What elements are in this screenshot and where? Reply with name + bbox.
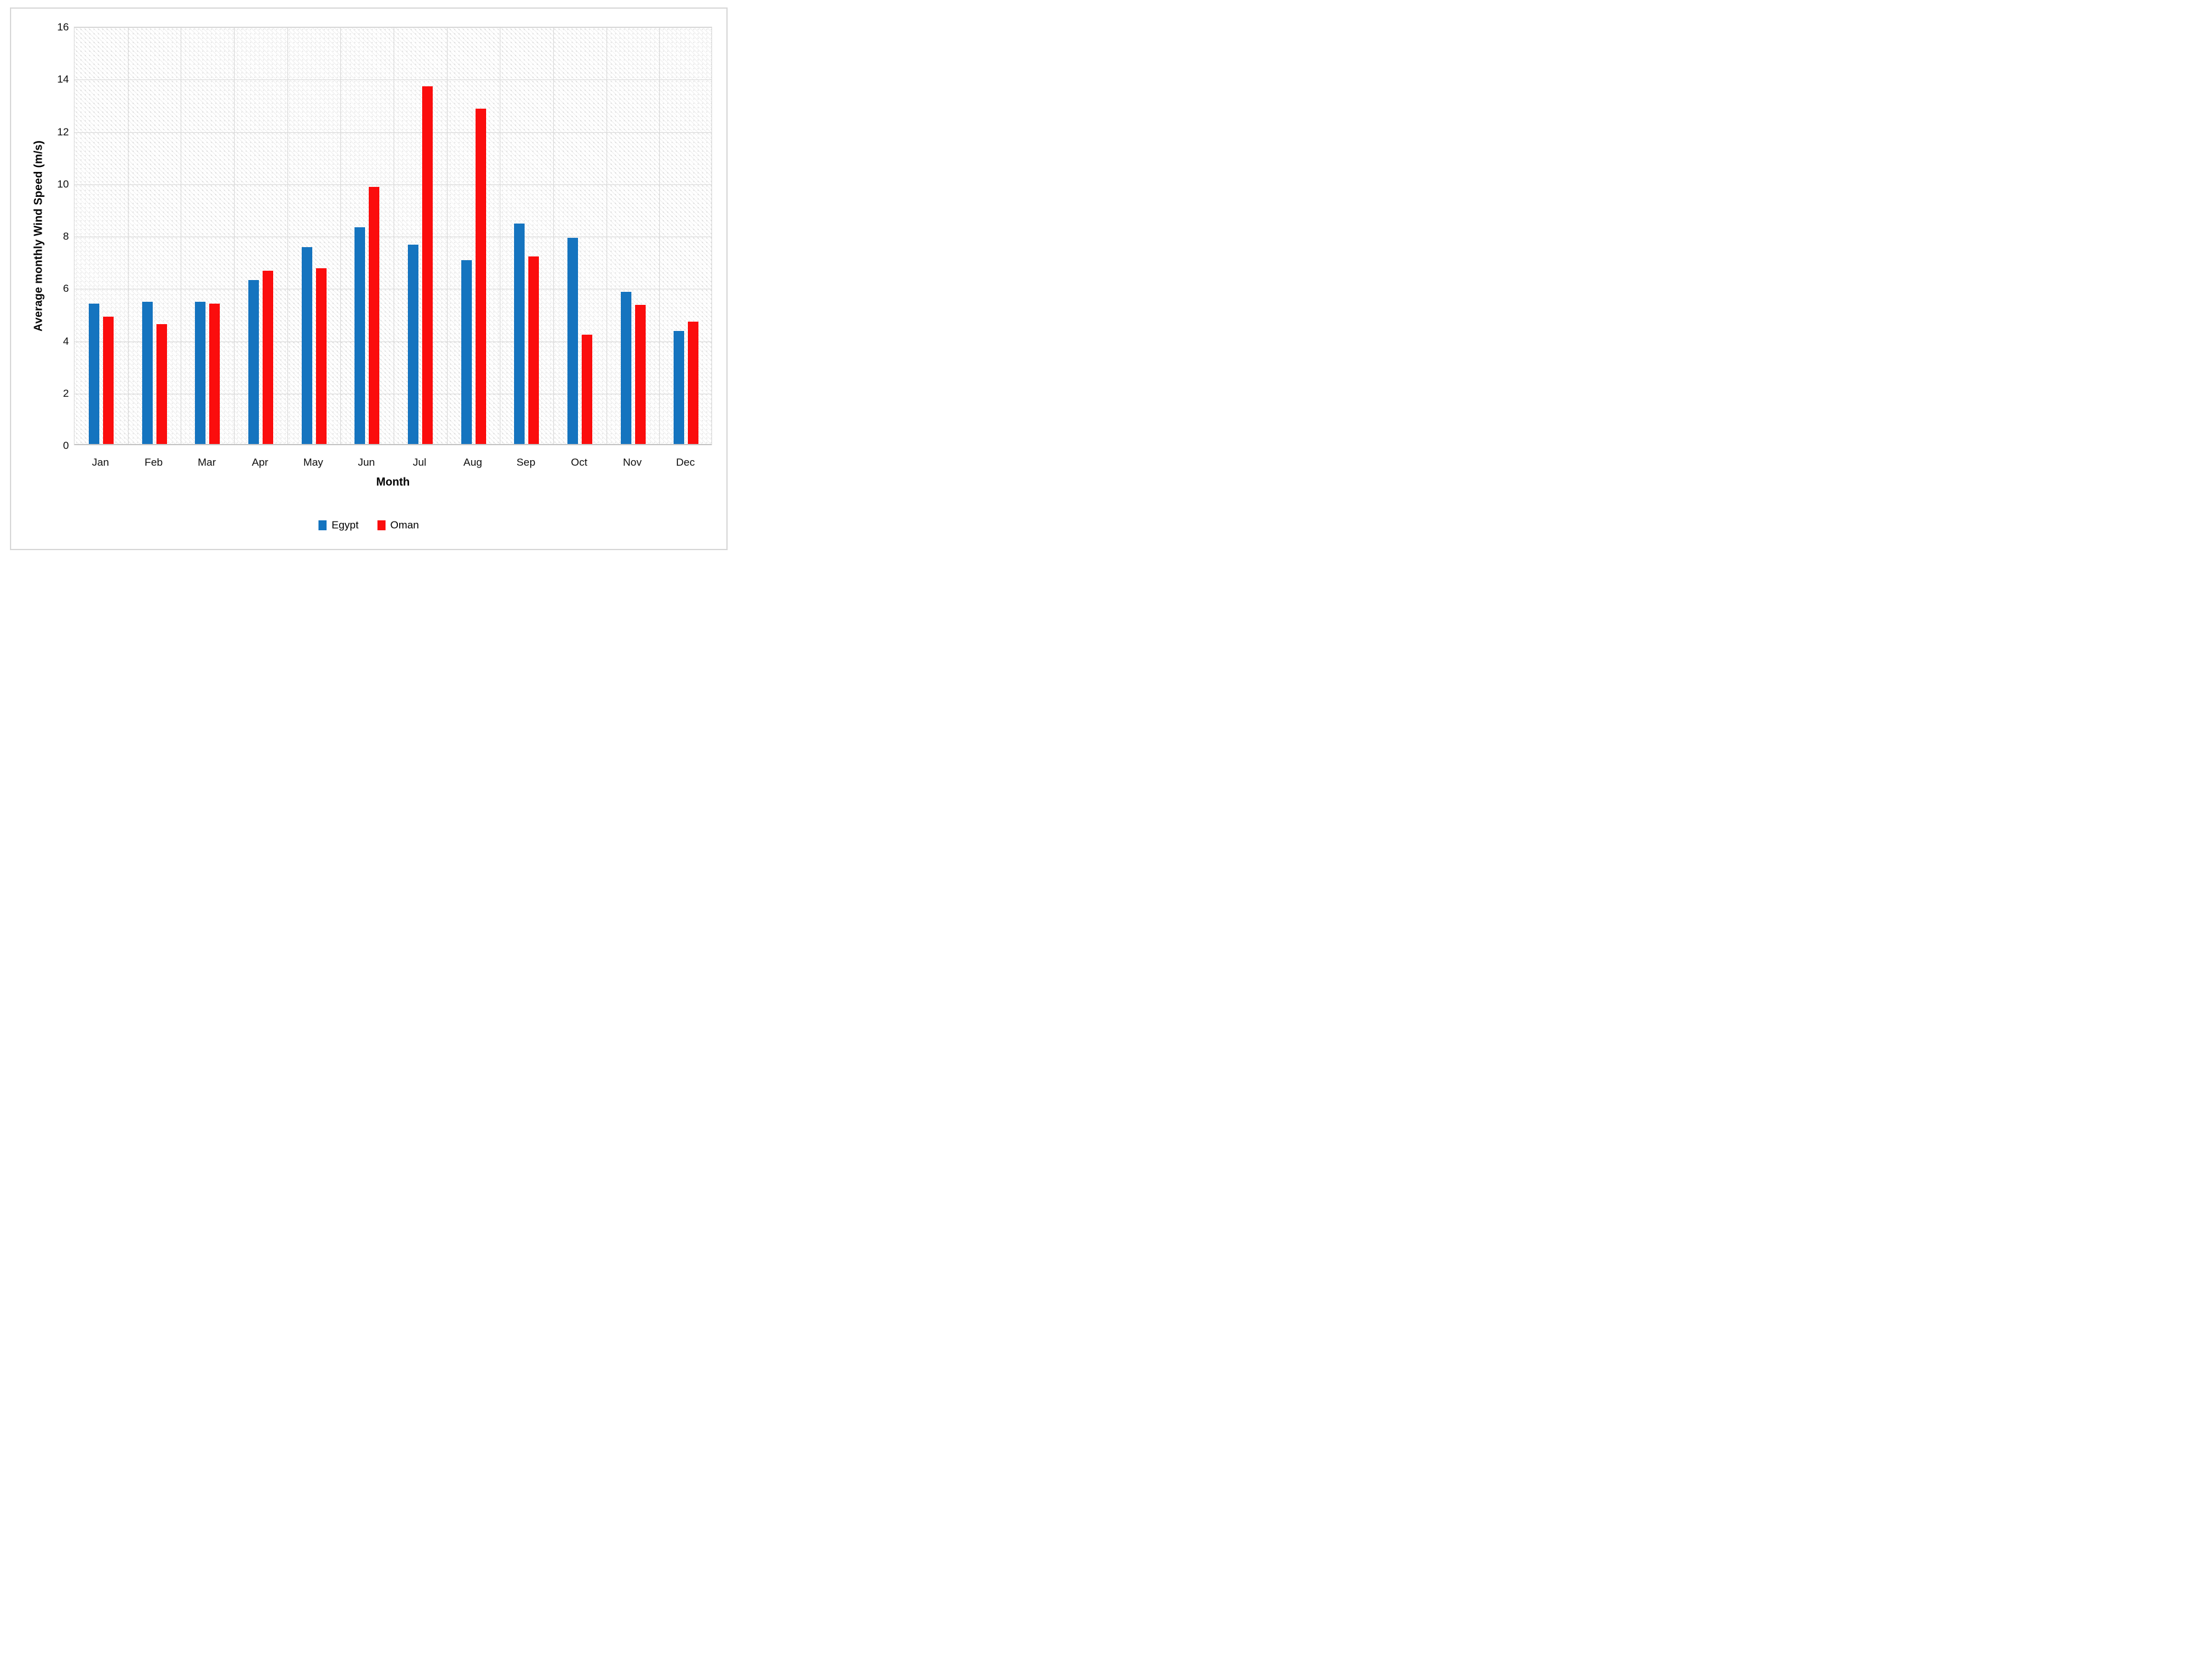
y-tick-label-2: 2 [63,387,69,399]
bar-oman-sep [528,256,539,445]
bar-oman-aug [475,108,486,445]
x-tick-label-oct: Oct [571,456,588,468]
y-tick-label-6: 6 [63,283,69,295]
v-gridline-4 [287,27,288,445]
legend-swatch-oman [377,520,386,530]
bar-oman-jul [422,86,433,445]
h-gridline-16 [74,27,711,28]
bar-egypt-mar [195,302,206,445]
x-tick-label-mar: Mar [197,456,216,468]
legend-item-oman: Oman [377,519,419,532]
x-axis-line [74,444,711,445]
bar-egypt-aug [461,260,472,445]
x-axis-title: Month [376,476,410,488]
y-tick-label-12: 12 [57,125,69,138]
v-gridline-11 [659,27,661,445]
y-tick-label-8: 8 [63,230,69,242]
h-gridline-10 [74,184,711,185]
bar-oman-mar [209,303,220,445]
y-tick-label-0: 0 [63,440,69,451]
h-gridline-14 [74,79,711,81]
bar-egypt-sep [514,224,525,445]
bar-egypt-feb [142,302,153,445]
y-tick-label-14: 14 [57,73,69,86]
v-gridline-9 [553,27,554,445]
y-tick-label-4: 4 [63,335,69,347]
bar-egypt-jun [354,227,366,445]
y-tick-label-16: 16 [57,21,69,33]
bar-oman-oct [581,335,592,445]
bar-egypt-nov [620,291,631,445]
plot-area [74,27,712,445]
bar-oman-apr [262,270,273,445]
bar-egypt-may [301,247,312,445]
x-tick-label-jul: Jul [412,456,427,468]
bar-egypt-apr [248,279,259,445]
wind-speed-bar-chart-figure: Average monthly Wind Speed (m/s) 0 2 4 6 8 10… [0,0,738,559]
bar-egypt-dec [674,330,685,445]
x-tick-label-jan: Jan [92,456,109,468]
bar-oman-feb [156,324,167,445]
legend-item-egypt: Egypt [318,519,359,532]
bar-oman-nov [634,304,646,445]
v-gridline-7 [446,27,448,445]
bar-oman-jan [102,316,114,445]
bar-oman-dec [688,322,699,445]
x-tick-label-jun: Jun [358,456,375,468]
x-tick-label-aug: Aug [463,456,482,468]
legend-label-egypt: Egypt [332,519,359,531]
y-tick-label-10: 10 [57,178,69,190]
v-gridline-1 [127,27,129,445]
x-tick-label-dec: Dec [676,456,695,468]
legend-label-oman: Oman [390,519,419,531]
bar-egypt-jul [407,244,418,445]
v-gridline-3 [234,27,235,445]
legend-swatch-egypt [318,520,327,530]
bar-egypt-oct [567,238,578,445]
v-gridline-5 [340,27,341,445]
x-tick-label-feb: Feb [144,456,163,468]
x-tick-label-may: May [303,456,323,468]
bar-egypt-jan [88,303,99,445]
legend: Egypt Oman [0,519,738,532]
x-tick-label-apr: Apr [251,456,269,468]
bar-oman-may [315,268,327,445]
x-tick-label-sep: Sep [517,456,536,468]
h-gridline-12 [74,132,711,133]
x-tick-label-nov: Nov [623,456,642,468]
bar-oman-jun [369,187,380,445]
